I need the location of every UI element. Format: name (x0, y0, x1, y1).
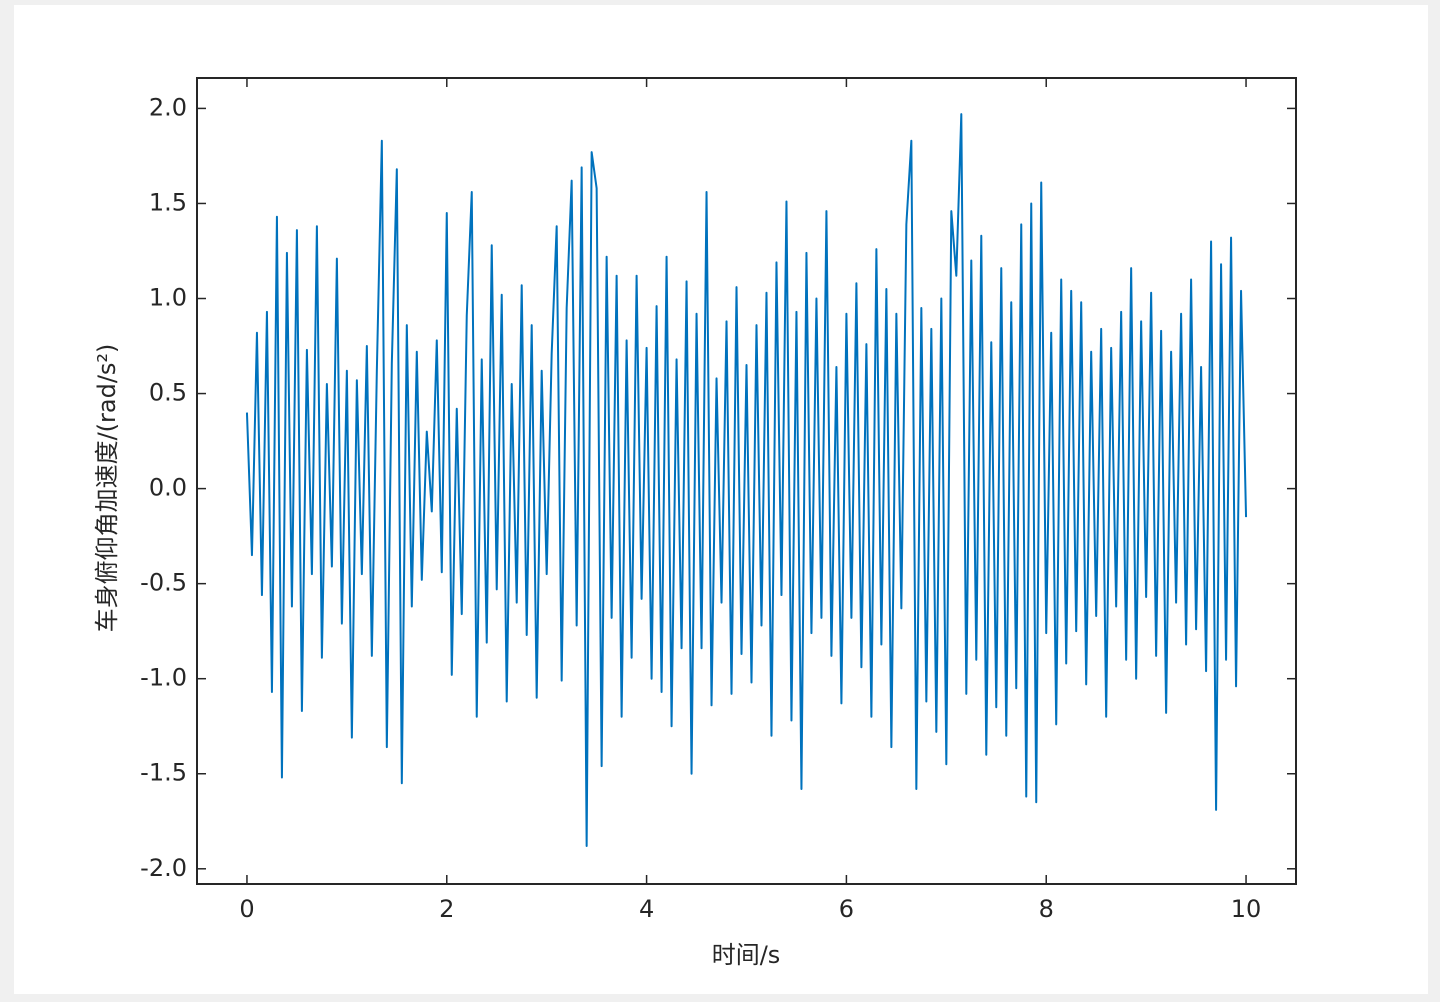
x-tick-label: 4 (639, 895, 654, 923)
x-tick-label: 6 (839, 895, 854, 923)
y-axis-label: 车身俯仰角加速度/(rad/s²) (93, 344, 121, 633)
y-tick-label: -0.5 (140, 569, 187, 597)
y-tick-label: 2.0 (149, 93, 187, 121)
y-tick-label: 1.0 (149, 284, 187, 312)
x-tick-label: 8 (1039, 895, 1054, 923)
x-tick-label: 0 (239, 895, 254, 923)
x-axis-label: 时间/s (712, 941, 781, 969)
y-tick-label: 0.5 (149, 379, 187, 407)
x-tick-label: 10 (1231, 895, 1262, 923)
y-tick-label: -1.0 (140, 664, 187, 692)
axes-box (196, 77, 1297, 885)
y-tick-label: -1.5 (140, 759, 187, 787)
data-line (245, 113, 1248, 847)
y-tick-label: 1.5 (149, 188, 187, 216)
x-tick-label: 2 (439, 895, 454, 923)
y-tick-label: 0.0 (149, 474, 187, 502)
y-tick-label: -2.0 (140, 854, 187, 882)
